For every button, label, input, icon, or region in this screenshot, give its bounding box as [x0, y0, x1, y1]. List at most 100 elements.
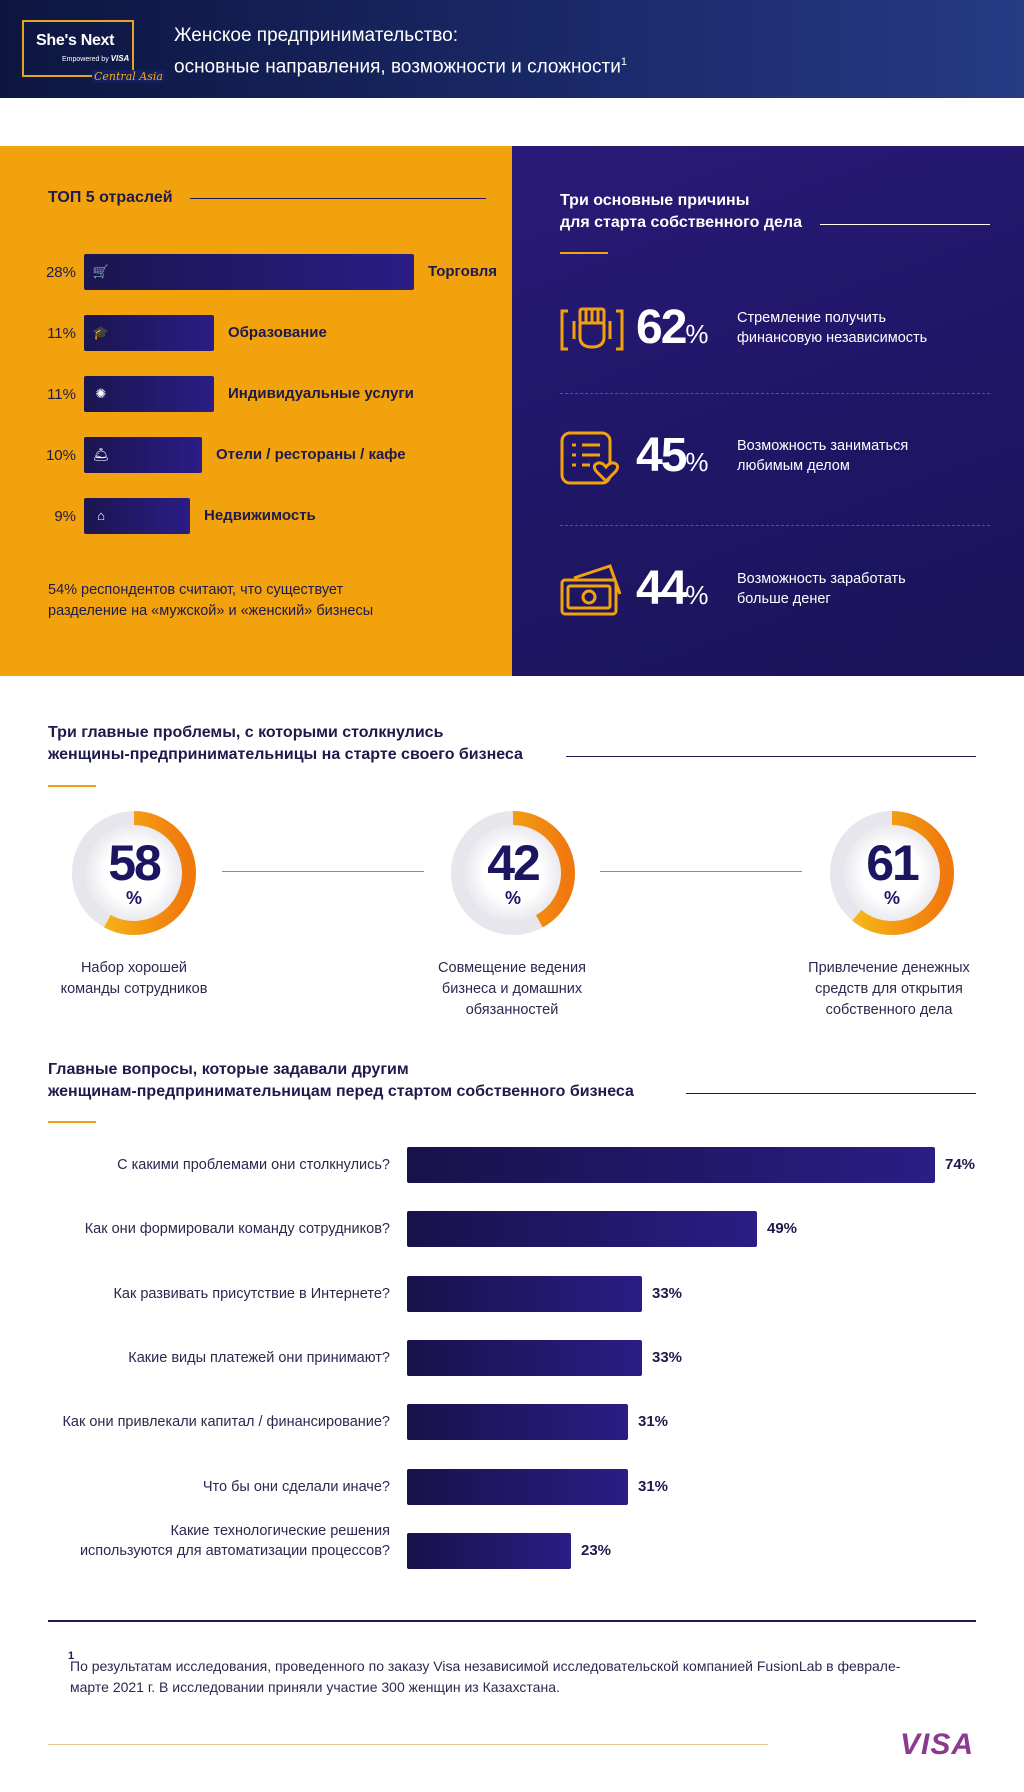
reason-divider [560, 393, 990, 394]
question-bar [407, 1211, 757, 1247]
problem-percent-sign: % [504, 888, 521, 908]
problem-label-line: бизнеса и домашних [441, 981, 583, 997]
reason-percent: 45% [636, 426, 709, 492]
reason-item: 62% Стремление получить финансовую незав… [560, 298, 990, 368]
problem-percent-sign: % [883, 888, 900, 908]
reasons-title: Три основные причины для старта собствен… [560, 190, 802, 234]
reason-percent-value: 62 [636, 301, 687, 354]
reason-text: Возможность заработать больше денег [737, 569, 906, 609]
problem-donut: 61 % [829, 810, 955, 936]
industry-pct: 10% [45, 447, 76, 464]
question-value: 31% [638, 1478, 669, 1495]
reason-divider [560, 525, 990, 526]
problem-donut: 42 % [450, 810, 576, 936]
question-row: Как они привлекали капитал / финансирова… [0, 1404, 1024, 1442]
question-label: Какие технологические решения используютс… [80, 1521, 390, 1561]
question-bar [407, 1533, 571, 1569]
raised-fist-icon [560, 307, 624, 351]
question-label-line: используются для автоматизации процессов… [79, 1543, 390, 1559]
problem-label: Набор хорошей команды сотрудников [29, 958, 239, 1000]
footnote-text: По результатам исследования, проведенног… [70, 1656, 970, 1698]
reason-percent: 44% [636, 559, 709, 625]
badge-icon: ✺ [95, 386, 107, 401]
question-row: Как развивать присутствие в Интернете? 3… [0, 1276, 1024, 1314]
logo-subtitle: Empowered by VISA [62, 54, 129, 63]
reasons-accent-line [560, 252, 608, 254]
donut-value-arc [72, 811, 196, 935]
question-row: Какие технологические решения используютс… [0, 1523, 1024, 1571]
reason-percent-value: 44 [636, 562, 687, 615]
question-label-line: Как они привлекали капитал / финансирова… [62, 1414, 390, 1430]
footnote-line1: По результатам исследования, проведенног… [70, 1658, 901, 1674]
reason-text-line2: больше денег [737, 591, 831, 607]
footer-rule [48, 1620, 976, 1622]
industry-label: Образование [228, 324, 327, 341]
problem-label-line: собственного дела [825, 1002, 953, 1018]
industry-row: 11% ✺ Индивидуальные услуги [0, 376, 512, 414]
donut-value-arc [830, 811, 954, 935]
question-label: Какие виды платежей они принимают? [128, 1348, 390, 1368]
logo-region: Central Asia [92, 70, 165, 83]
question-label: Что бы они сделали иначе? [203, 1477, 390, 1497]
industry-row: 28% 🛒 Торговля [0, 254, 512, 292]
donut-ring [830, 811, 954, 935]
reasons-panel [512, 146, 1024, 676]
industry-pct: 9% [54, 508, 76, 525]
industry-bar: ⌂ [84, 498, 190, 534]
page-title-line2: основные направления, возможности и слож… [174, 49, 627, 80]
problem-label-line: команды сотрудников [60, 981, 208, 997]
list-heart-icon [560, 431, 620, 485]
industry-label: Недвижимость [204, 507, 316, 524]
problem-label-line: Набор хорошей [80, 960, 188, 976]
questions-title-line2: женщинам-предпринимательницам перед стар… [48, 1083, 634, 1100]
question-label-line: Какие технологические решения [170, 1523, 390, 1539]
shopping-cart-icon: 🛒 [92, 264, 110, 279]
industry-pct: 11% [47, 386, 76, 403]
money-bills-icon [560, 564, 622, 616]
donut-center [844, 825, 940, 921]
industry-bar: ✺ [84, 376, 214, 412]
questions-accent-line [48, 1121, 96, 1123]
question-row: С какими проблемами они столкнулись? 74% [0, 1147, 1024, 1185]
shes-next-logo: She's Next Empowered by VISA Central Asi… [22, 20, 165, 83]
reason-text-line2: финансовую независимость [737, 330, 928, 346]
footnote-mark: 1 [68, 1650, 75, 1662]
problems-title-line2: женщины-предпринимательницы на старте св… [48, 746, 523, 763]
reason-item: 44% Возможность заработать больше денег [560, 559, 990, 629]
service-bell-icon: 🛎 [92, 447, 110, 462]
question-label: Как развивать присутствие в Интернете? [113, 1284, 390, 1304]
industry-row: 11% 🎓 Образование [0, 315, 512, 353]
reason-text-line2: любимым делом [737, 458, 850, 474]
question-label-line: Как развивать присутствие в Интернете? [113, 1286, 390, 1302]
question-value: 33% [652, 1349, 683, 1366]
page-header: She's Next Empowered by VISA Central Asi… [0, 0, 1024, 98]
problem-percent-value: 58 [108, 835, 162, 891]
bottom-rule [48, 1744, 768, 1745]
problem-label-line: средств для открытия [815, 981, 963, 997]
industry-bar: 🛒 [84, 254, 414, 290]
logo-empowered-text: Empowered by [62, 56, 109, 63]
reason-percent-sign: % [685, 319, 709, 349]
reason-percent: 62% [636, 298, 709, 364]
footnote-ref: 1 [620, 56, 627, 68]
visa-logo: VISA [900, 1728, 975, 1761]
donut-center [465, 825, 561, 921]
question-bar [407, 1404, 628, 1440]
problem-label: Привлечение денежных средств для открыти… [784, 958, 994, 1021]
industry-label: Отели / рестораны / кафе [216, 446, 406, 463]
page-title-line2-text: основные направления, возможности и слож… [174, 56, 621, 78]
donut-connector [600, 871, 802, 872]
industry-pct: 28% [45, 264, 76, 281]
question-label-line: Какие виды платежей они принимают? [128, 1350, 390, 1366]
page-title-line1: Женское предпринимательство: [174, 25, 459, 46]
problems-title-rule [566, 756, 976, 757]
industry-row: 9% ⌂ Недвижимость [0, 498, 512, 536]
reason-percent-value: 45 [636, 429, 687, 482]
question-label-line: Как они формировали команду сотрудников? [84, 1221, 390, 1237]
questions-title-rule [686, 1093, 976, 1094]
question-value: 49% [767, 1220, 798, 1237]
question-value: 74% [945, 1156, 976, 1173]
graduation-cap-icon: 🎓 [92, 325, 110, 340]
question-row: Что бы они сделали иначе? 31% [0, 1469, 1024, 1507]
question-label: С какими проблемами они столкнулись? [117, 1155, 390, 1175]
